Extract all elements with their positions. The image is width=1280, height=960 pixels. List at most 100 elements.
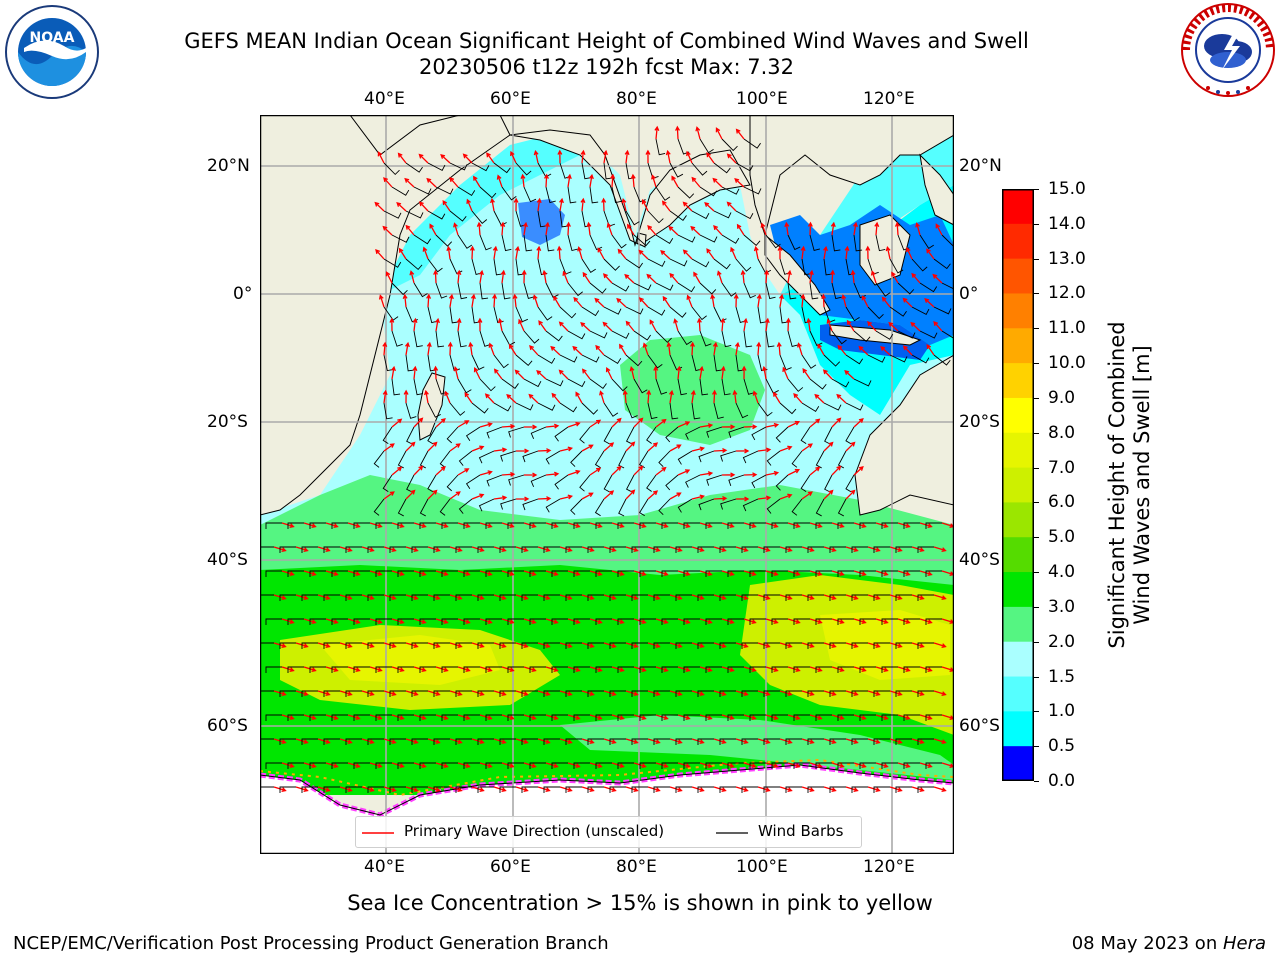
wind-barb [655, 234, 674, 245]
wind-barb [499, 786, 516, 793]
wave-direction-arrow [448, 293, 454, 308]
wave-direction-arrow [933, 320, 943, 332]
wind-barb [661, 714, 678, 721]
colorbar-segment [1002, 397, 1034, 434]
colorbar-tick-label: 2.0 [1048, 631, 1076, 652]
wave-direction-arrow [736, 223, 745, 236]
wave-direction-arrow [418, 201, 429, 212]
colorbar-tick-mark [1034, 781, 1039, 782]
wave-direction-arrow [512, 293, 518, 308]
wind-barb [873, 642, 890, 649]
wind-barb [486, 474, 503, 487]
wave-direction-arrow [627, 223, 635, 236]
wind-barb [699, 138, 714, 154]
wind-barb [903, 762, 920, 769]
wind-barb [413, 186, 432, 195]
wave-direction-arrow [562, 270, 569, 284]
wind-barb [897, 282, 915, 295]
wind-barb [766, 498, 781, 514]
colorbar-tick-mark [1034, 746, 1039, 748]
wind-barb [895, 786, 912, 793]
wind-barb [675, 690, 692, 697]
wind-barb [413, 330, 423, 348]
wind-barb [793, 714, 810, 721]
wind-barb [260, 738, 274, 740]
wind-barb [287, 618, 304, 625]
wave-direction-arrow [823, 489, 834, 500]
wave-direction-arrow [435, 466, 446, 476]
wave-direction-arrow [375, 249, 385, 260]
wave-direction-arrow [823, 441, 834, 452]
wind-barb [391, 378, 401, 396]
wave-direction-arrow [501, 423, 516, 429]
wave-direction-arrow [510, 150, 517, 164]
wind-barb [309, 666, 326, 673]
wind-barb [455, 642, 472, 649]
wind-barb [873, 594, 890, 601]
wind-barb [611, 234, 627, 249]
wind-barb [691, 162, 708, 176]
wind-barb [345, 786, 362, 793]
wave-direction-arrow [533, 149, 539, 164]
wave-direction-arrow [603, 490, 615, 500]
wind-barb [331, 666, 348, 673]
wave-direction-arrow [735, 128, 745, 140]
wave-direction-arrow [500, 269, 506, 284]
colorbar-tick-mark [1034, 537, 1039, 539]
wave-direction-arrow [743, 317, 748, 332]
wind-barb [499, 690, 516, 697]
wind-barb [427, 162, 446, 171]
wave-direction-arrow [545, 423, 560, 429]
noaa-logo-text: NOAA [30, 30, 75, 46]
wind-barb [925, 666, 942, 673]
wind-barb [446, 474, 459, 492]
wind-barb [697, 786, 714, 793]
wind-barb [889, 306, 907, 317]
wave-direction-arrow [611, 465, 622, 476]
wind-barb [823, 354, 841, 367]
wind-barb [375, 522, 392, 529]
lat-label-left-40s: 40°S [207, 550, 248, 570]
wind-barb [419, 498, 429, 517]
wind-barb [903, 618, 920, 625]
wind-barb [595, 714, 612, 721]
wind-barb [815, 666, 832, 673]
wind-barb [665, 426, 679, 443]
wave-direction-arrow [776, 341, 782, 356]
wave-direction-arrow [468, 341, 474, 356]
wind-barb [895, 546, 912, 553]
colorbar-segment [1002, 432, 1034, 469]
wind-barb [543, 690, 560, 697]
wind-barb [471, 354, 485, 371]
wind-barb [875, 330, 894, 340]
wave-direction-arrow [757, 447, 772, 453]
wave-direction-arrow [630, 173, 636, 188]
wind-barb [807, 786, 824, 793]
colorbar-ticks: 15.0 14.0 13.0 12.0 11.0 10.0 9.0 8.0 7.0 6.0 5.0 4… [1034, 179, 1100, 791]
wind-barb [265, 522, 282, 529]
wind-barb [545, 330, 563, 342]
wind-barb [919, 234, 934, 250]
wind-barb [391, 234, 410, 243]
wind-barb [389, 738, 406, 745]
wind-barb [309, 522, 326, 529]
wave-direction-arrow [426, 293, 432, 308]
wave-direction-arrow [809, 466, 821, 476]
wave-direction-arrow [733, 293, 739, 308]
wind-barb [697, 738, 714, 745]
wind-barb [265, 714, 282, 721]
wind-barb [353, 666, 370, 673]
wind-barb [741, 642, 758, 649]
wave-direction-arrow [556, 245, 562, 260]
wind-barb [537, 354, 556, 364]
wind-barb [655, 378, 668, 395]
wind-barb [373, 450, 385, 468]
wind-barb [785, 690, 802, 697]
wind-barb [919, 330, 938, 339]
wave-direction-arrow [493, 447, 508, 453]
wave-direction-arrow [773, 391, 781, 404]
wind-barb [793, 522, 810, 529]
wind-barb [367, 546, 384, 553]
colorbar-tick-label: 15.0 [1048, 179, 1086, 199]
wave-direction-arrow [932, 273, 943, 284]
